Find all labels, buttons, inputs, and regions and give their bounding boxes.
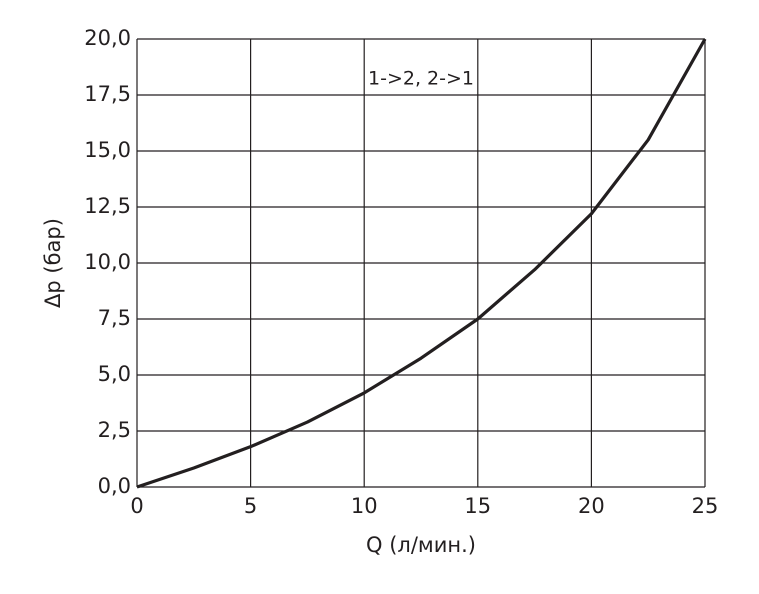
y-tick-label: 2,5 xyxy=(98,418,131,442)
x-tick-label: 0 xyxy=(130,494,143,518)
curve xyxy=(136,38,707,489)
x-tick-label: 20 xyxy=(578,494,605,518)
x-tick-label: 10 xyxy=(351,494,378,518)
x-tick-label: 25 xyxy=(692,494,719,518)
x-tick-label: 15 xyxy=(464,494,491,518)
x-axis-label: Q (л/мин.) xyxy=(366,533,476,557)
y-tick-label: 12,5 xyxy=(84,194,131,218)
y-tick-label: 17,5 xyxy=(84,82,131,106)
y-tick-label: 7,5 xyxy=(98,306,131,330)
y-tick-label: 15,0 xyxy=(84,138,131,162)
y-tick-label: 20,0 xyxy=(84,26,131,50)
y-axis-label: Δp (бар) xyxy=(41,218,65,308)
y-tick-label: 0,0 xyxy=(98,474,131,498)
y-tick-label: 5,0 xyxy=(98,362,131,386)
y-tick-label: 10,0 xyxy=(84,250,131,274)
annotation: 1->2, 2->1 xyxy=(368,68,474,90)
x-tick-label: 5 xyxy=(244,494,257,518)
